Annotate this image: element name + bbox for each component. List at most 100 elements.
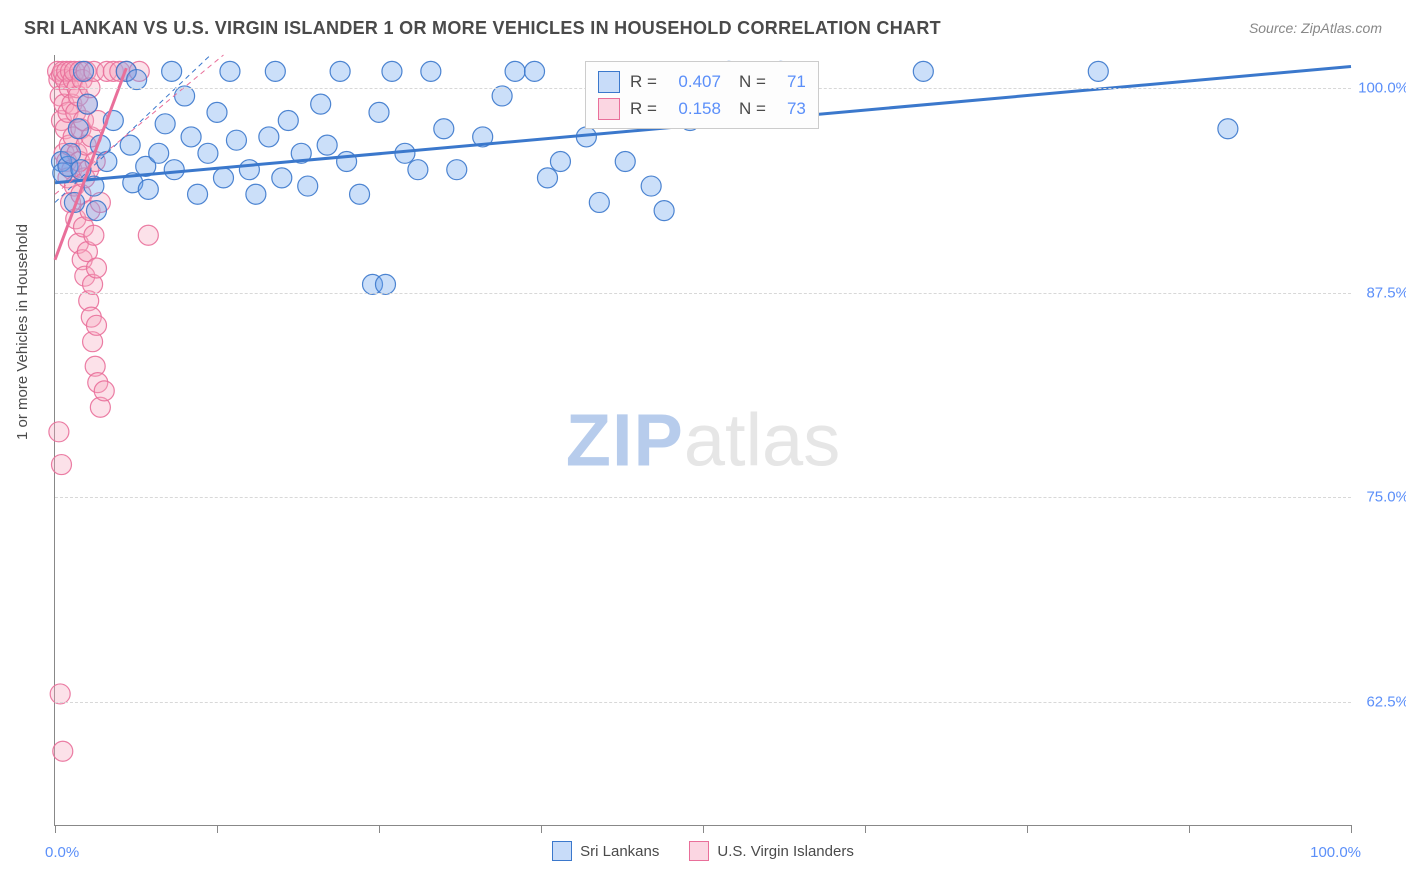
data-point <box>278 111 298 131</box>
plot-svg <box>55 55 1351 825</box>
data-point <box>198 143 218 163</box>
grid-line <box>55 702 1351 703</box>
stats-box: R = 0.407 N = 71 R = 0.158 N = 73 <box>585 61 819 129</box>
ytick-label: 87.5% <box>1357 284 1406 301</box>
r-value: 0.407 <box>667 68 721 95</box>
data-point <box>265 61 285 81</box>
plot-area: ZIPatlas 62.5%75.0%87.5%100.0% R =0.407N… <box>54 55 1351 826</box>
data-point <box>162 61 182 81</box>
grid-line <box>55 293 1351 294</box>
xtick-mark <box>1351 825 1352 833</box>
data-point <box>492 86 512 106</box>
data-point <box>188 184 208 204</box>
data-point <box>311 94 331 114</box>
r-label: R = <box>630 95 657 122</box>
data-point <box>246 184 266 204</box>
data-point <box>50 684 70 704</box>
legend-item: U.S. Virgin Islanders <box>689 841 853 861</box>
data-point <box>550 151 570 171</box>
legend-swatch <box>689 841 709 861</box>
n-value: 73 <box>776 95 806 122</box>
data-point <box>226 130 246 150</box>
x-min-label: 0.0% <box>45 844 79 861</box>
data-point <box>138 179 158 199</box>
data-point <box>49 422 69 442</box>
data-point <box>369 102 389 122</box>
data-point <box>77 94 97 114</box>
xtick-mark <box>217 825 218 833</box>
xtick-mark <box>1189 825 1190 833</box>
data-point <box>138 225 158 245</box>
xtick-mark <box>379 825 380 833</box>
ytick-label: 75.0% <box>1357 489 1406 506</box>
data-point <box>525 61 545 81</box>
data-point <box>207 102 227 122</box>
grid-line <box>55 497 1351 498</box>
data-point <box>97 151 117 171</box>
data-point <box>434 119 454 139</box>
xtick-mark <box>1027 825 1028 833</box>
data-point <box>298 176 318 196</box>
xtick-mark <box>55 825 56 833</box>
data-point <box>74 61 94 81</box>
data-point <box>641 176 661 196</box>
data-point <box>382 61 402 81</box>
data-point <box>84 225 104 245</box>
source-label: Source: ZipAtlas.com <box>1249 20 1382 36</box>
data-point <box>149 143 169 163</box>
data-point <box>127 70 147 90</box>
data-point <box>239 160 259 180</box>
data-point <box>86 315 106 335</box>
data-point <box>350 184 370 204</box>
data-point <box>1088 61 1108 81</box>
stats-row: R = 0.158 N = 73 <box>598 95 806 122</box>
legend-item: Sri Lankans <box>552 841 659 861</box>
data-point <box>589 192 609 212</box>
data-point <box>272 168 292 188</box>
data-point <box>181 127 201 147</box>
data-point <box>913 61 933 81</box>
data-point <box>68 119 88 139</box>
r-value: 0.158 <box>667 95 721 122</box>
n-value: 71 <box>776 68 806 95</box>
data-point <box>51 455 71 475</box>
data-point <box>317 135 337 155</box>
data-point <box>164 160 184 180</box>
chart-title: SRI LANKAN VS U.S. VIRGIN ISLANDER 1 OR … <box>24 18 941 39</box>
data-point <box>375 274 395 294</box>
stats-swatch <box>598 98 620 120</box>
legend: Sri Lankans U.S. Virgin Islanders <box>55 841 1351 861</box>
data-point <box>408 160 428 180</box>
data-point <box>155 114 175 134</box>
data-point <box>213 168 233 188</box>
x-max-label: 100.0% <box>1310 844 1361 861</box>
data-point <box>505 61 525 81</box>
n-label: N = <box>739 68 766 95</box>
stats-swatch <box>598 71 620 93</box>
data-point <box>1218 119 1238 139</box>
data-point <box>220 61 240 81</box>
xtick-mark <box>865 825 866 833</box>
n-label: N = <box>739 95 766 122</box>
xtick-mark <box>703 825 704 833</box>
ytick-label: 100.0% <box>1357 79 1406 96</box>
r-label: R = <box>630 68 657 95</box>
data-point <box>259 127 279 147</box>
data-point <box>175 86 195 106</box>
legend-label: U.S. Virgin Islanders <box>717 843 853 860</box>
data-point <box>53 741 73 761</box>
legend-swatch <box>552 841 572 861</box>
data-point <box>654 201 674 221</box>
data-point <box>94 381 114 401</box>
data-point <box>447 160 467 180</box>
xtick-mark <box>541 825 542 833</box>
data-point <box>330 61 350 81</box>
data-point <box>86 258 106 278</box>
stats-row: R = 0.407 N = 71 <box>598 68 806 95</box>
data-point <box>615 151 635 171</box>
legend-label: Sri Lankans <box>580 843 659 860</box>
data-point <box>86 201 106 221</box>
ytick-label: 62.5% <box>1357 694 1406 711</box>
data-point <box>421 61 441 81</box>
data-point <box>537 168 557 188</box>
